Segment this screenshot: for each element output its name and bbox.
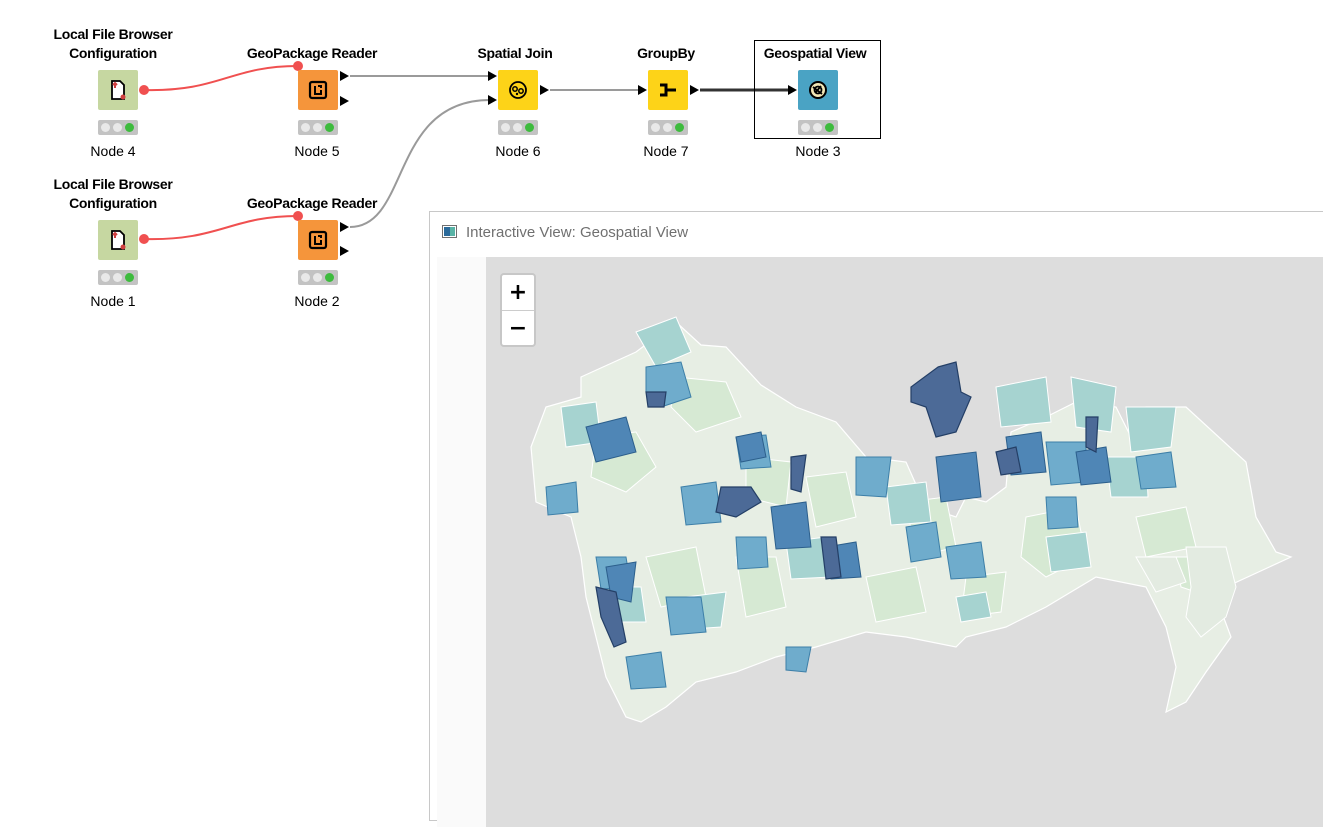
file-browser-config-icon[interactable]: [98, 220, 138, 260]
node-status-lights: [298, 120, 338, 135]
node-title-line2: Configuration: [69, 45, 157, 61]
flow-connection-node4-node5[interactable]: [143, 65, 299, 92]
node-label[interactable]: Node 1: [90, 293, 136, 309]
node-label[interactable]: Node 3: [795, 143, 841, 159]
flow-port-in-node2[interactable]: [293, 211, 303, 221]
output-ports[interactable]: [340, 71, 699, 256]
node-label[interactable]: Node 5: [294, 143, 340, 159]
view-content: + −: [437, 257, 1323, 827]
flow-port-out-node4[interactable]: [139, 85, 149, 95]
map-districts-east[interactable]: [1135, 546, 1237, 638]
map-districts-mid[interactable]: [545, 361, 1177, 690]
spatial-join-icon[interactable]: [498, 70, 538, 110]
flow-connection-node1-node2[interactable]: [143, 215, 299, 241]
flow-port-out-node1[interactable]: [139, 234, 149, 244]
map-polygons[interactable]: [486, 257, 1323, 827]
file-browser-config-icon[interactable]: [98, 70, 138, 110]
zoom-control[interactable]: + −: [500, 273, 536, 347]
node3-selection-frame: [754, 40, 881, 139]
node-title-line1: Geospatial View: [763, 45, 867, 61]
view-window-icon: [442, 225, 457, 238]
window-titlebar[interactable]: Interactive View: Geospatial View: [430, 212, 1323, 252]
node-title-line1: Local File Browser: [53, 176, 173, 192]
geopackage-reader-icon[interactable]: [298, 220, 338, 260]
input-ports[interactable]: [488, 71, 797, 105]
window-title: Interactive View: Geospatial View: [466, 224, 689, 241]
geospatial-view-icon[interactable]: [798, 70, 838, 110]
groupby-icon[interactable]: [648, 70, 688, 110]
node-status-lights: [498, 120, 538, 135]
node-title-line1: GeoPackage Reader: [246, 45, 378, 61]
map-districts-highest[interactable]: [595, 361, 1099, 648]
node-title-line1: GeoPackage Reader: [246, 195, 378, 211]
node-status-lights: [298, 270, 338, 285]
flow-port-in-node5[interactable]: [293, 61, 303, 71]
node-title-line2: Configuration: [69, 195, 157, 211]
node-status-lights: [648, 120, 688, 135]
node-status-lights: [98, 270, 138, 285]
node-label[interactable]: Node 4: [90, 143, 136, 159]
node-status-lights: [798, 120, 838, 135]
data-connection-node2-node6[interactable]: [349, 99, 491, 228]
choropleth-map[interactable]: + −: [486, 257, 1323, 827]
node-label[interactable]: Node 7: [643, 143, 689, 159]
node-title-line1: Local File Browser: [53, 26, 173, 42]
node-status-lights: [98, 120, 138, 135]
geopackage-reader-icon[interactable]: [298, 70, 338, 110]
node-label[interactable]: Node 6: [495, 143, 541, 159]
node-title-line1: Spatial Join: [477, 45, 553, 61]
zoom-out-button[interactable]: −: [508, 316, 528, 341]
node-title-line1: GroupBy: [637, 45, 695, 61]
interactive-view-window[interactable]: Interactive View: Geospatial View: [429, 211, 1323, 827]
node-label[interactable]: Node 2: [294, 293, 340, 309]
zoom-in-button[interactable]: +: [502, 275, 534, 311]
